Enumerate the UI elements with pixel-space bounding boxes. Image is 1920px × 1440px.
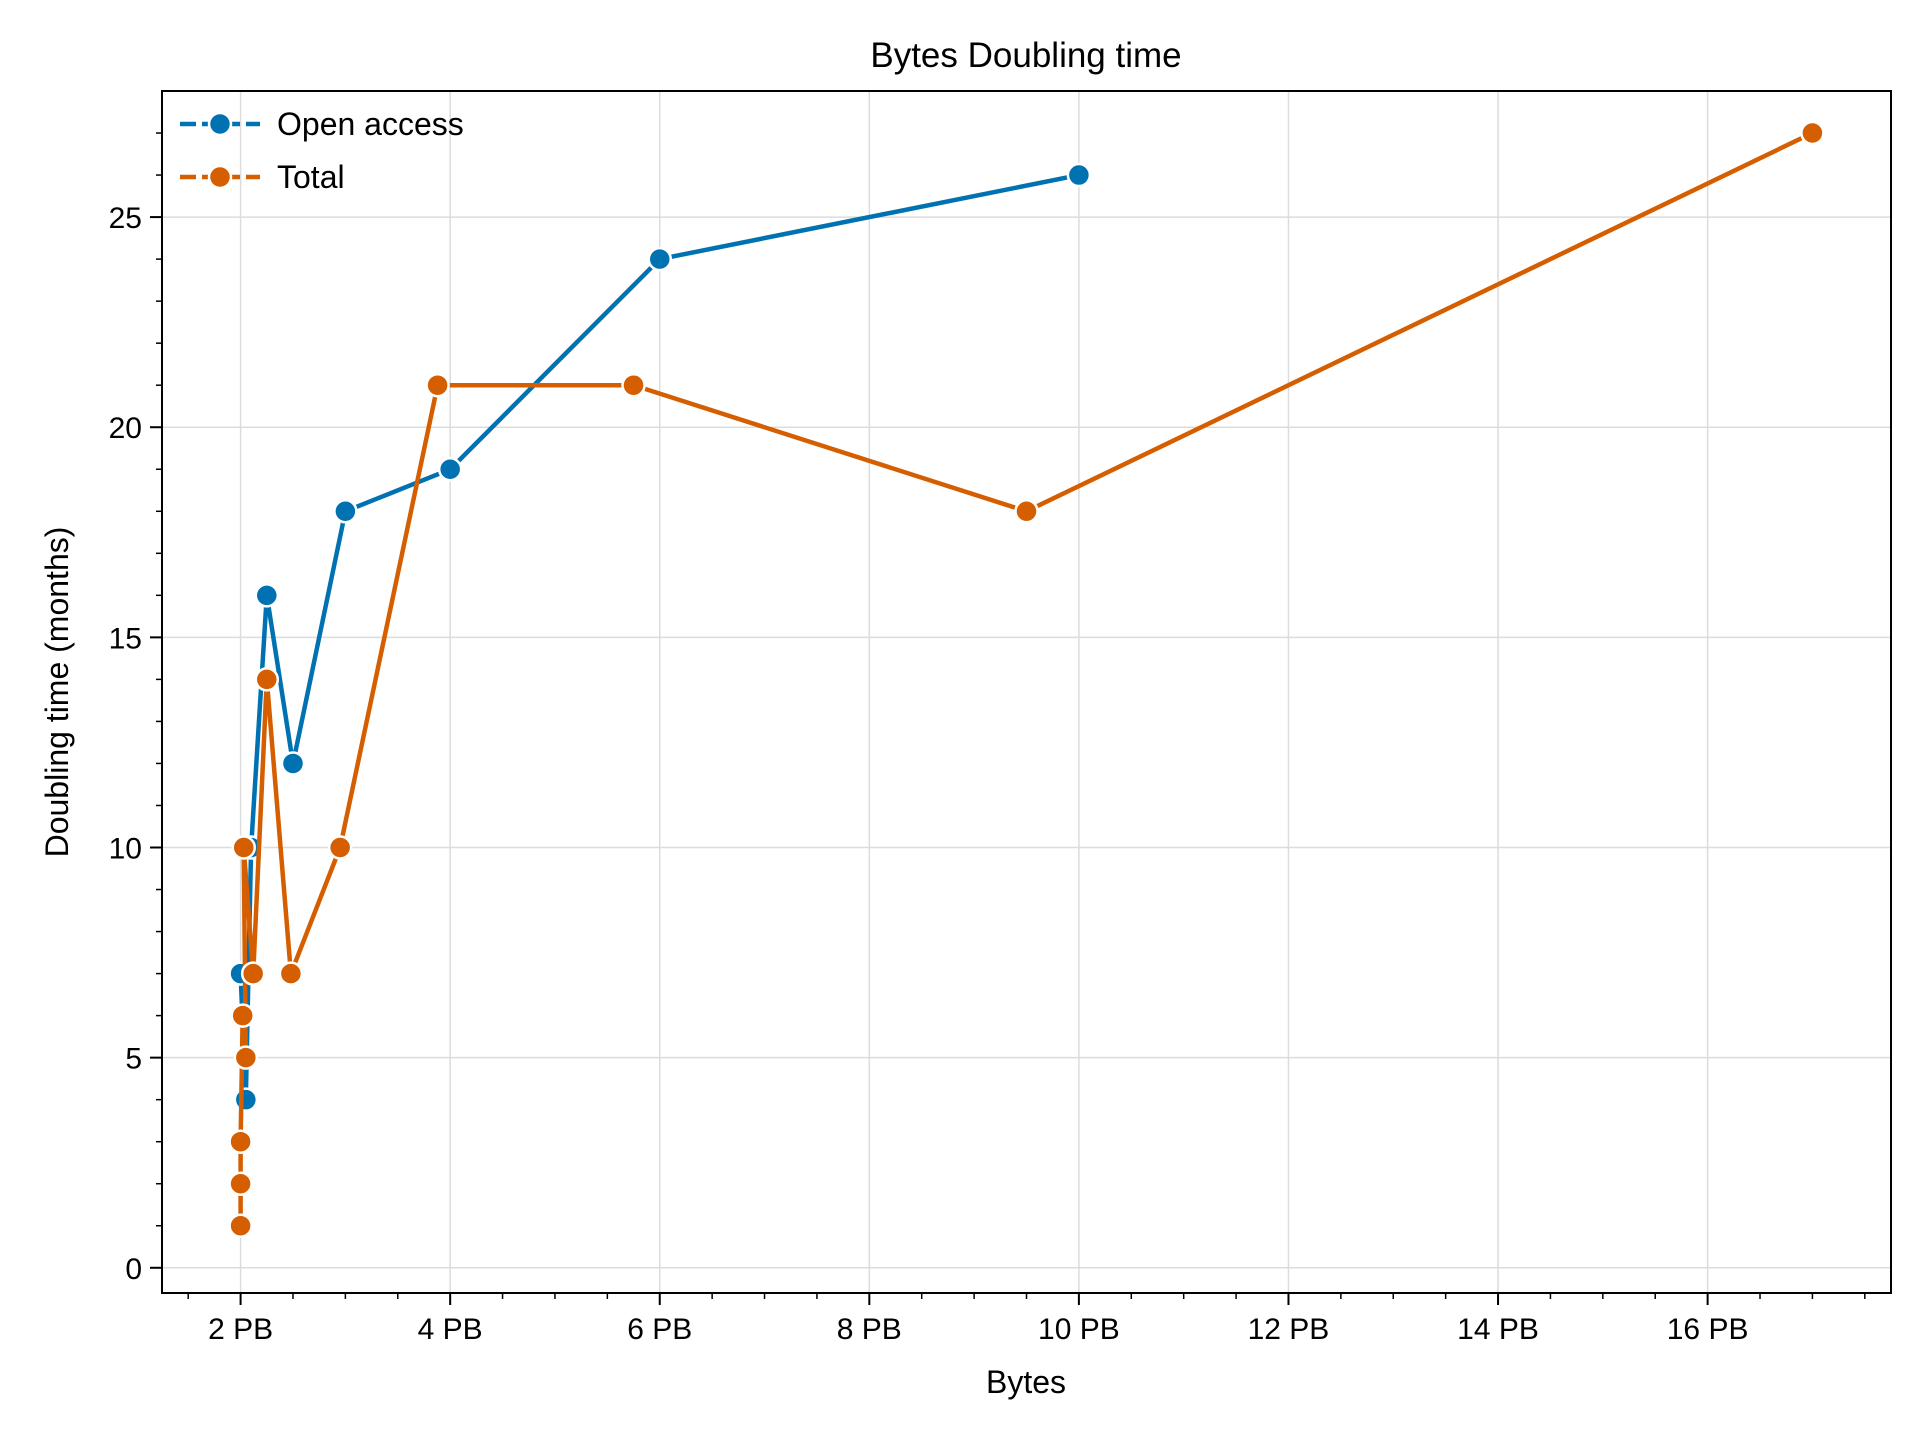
data-point	[228, 1129, 253, 1154]
data-point	[437, 457, 463, 482]
x-tick-label: 8 PB	[837, 1313, 902, 1346]
series-line	[238, 130, 1815, 1229]
x-tick-label: 4 PB	[418, 1313, 483, 1346]
x-tick-label: 10 PB	[1038, 1313, 1120, 1346]
data-point	[228, 1213, 253, 1239]
y-tick-label: 0	[125, 1253, 142, 1286]
data-point	[647, 246, 672, 272]
data-point	[278, 961, 304, 986]
chart-title: Bytes Doubling time	[870, 36, 1181, 75]
data-point	[1800, 120, 1825, 146]
series-layer	[228, 120, 1825, 1239]
data-point	[240, 961, 266, 986]
legend-item: Total	[180, 159, 345, 195]
legend-marker	[207, 164, 233, 190]
x-axis-title: Bytes	[986, 1364, 1066, 1400]
data-point	[233, 1045, 259, 1070]
data-point	[280, 751, 306, 776]
data-point	[333, 499, 358, 524]
data-point	[254, 583, 280, 608]
data-point	[327, 835, 353, 860]
series-total	[228, 120, 1825, 1239]
y-axis-title: Doubling time (months)	[39, 527, 75, 858]
data-point	[230, 1003, 255, 1028]
y-tick-label: 10	[109, 833, 142, 866]
x-tick-label: 2 PB	[208, 1313, 273, 1346]
data-point	[425, 372, 450, 398]
data-point	[621, 372, 646, 398]
grid	[162, 91, 1891, 1293]
y-tick-label: 5	[125, 1043, 142, 1076]
plot-frame	[161, 90, 1892, 1294]
x-tick-label: 6 PB	[627, 1313, 692, 1346]
legend-label: Total	[277, 159, 345, 195]
data-point	[233, 1087, 259, 1112]
x-tick-label: 14 PB	[1457, 1313, 1539, 1346]
data-point	[1014, 499, 1039, 524]
data-point	[228, 1171, 253, 1196]
legend-item: Open access	[180, 106, 464, 142]
x-tick-label: 16 PB	[1667, 1313, 1749, 1346]
y-tick-label: 20	[109, 412, 142, 445]
x-tick-label: 12 PB	[1248, 1313, 1330, 1346]
data-point	[231, 835, 256, 860]
legend: Open access Total	[180, 106, 464, 195]
legend-label: Open access	[277, 106, 464, 142]
legend-marker	[207, 111, 233, 137]
axis-ticks: 2 PB 4 PB 6 PB 8 PB 10 PB 12 PB 14 PB 16 PB 0 5 10…	[109, 132, 1866, 1346]
data-point	[254, 667, 280, 692]
y-tick-label: 25	[109, 202, 142, 235]
data-point	[1066, 162, 1092, 188]
y-tick-label: 15	[109, 622, 142, 655]
